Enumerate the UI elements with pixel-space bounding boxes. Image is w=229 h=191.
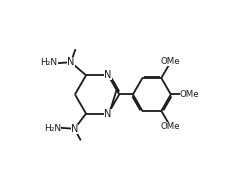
Text: H₂N: H₂N	[40, 58, 57, 67]
Text: OMe: OMe	[160, 122, 180, 131]
Text: N: N	[104, 109, 111, 119]
Text: N: N	[104, 70, 111, 80]
Text: OMe: OMe	[160, 57, 180, 66]
Text: N: N	[67, 57, 74, 67]
Text: OMe: OMe	[179, 90, 198, 99]
Text: H₂N: H₂N	[44, 124, 61, 133]
Text: N: N	[71, 124, 78, 134]
